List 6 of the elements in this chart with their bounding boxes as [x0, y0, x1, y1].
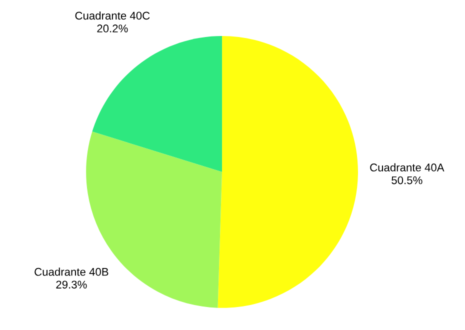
slice-label: Cuadrante 40C	[75, 11, 150, 20]
slice-label: Cuadrante 40A	[370, 163, 444, 172]
data-label: 20.2%	[97, 24, 128, 32]
slice-label: Cuadrante 40B	[34, 268, 108, 276]
data-label: 29.3%	[56, 280, 87, 289]
data-label: 50.5%	[392, 176, 422, 184]
